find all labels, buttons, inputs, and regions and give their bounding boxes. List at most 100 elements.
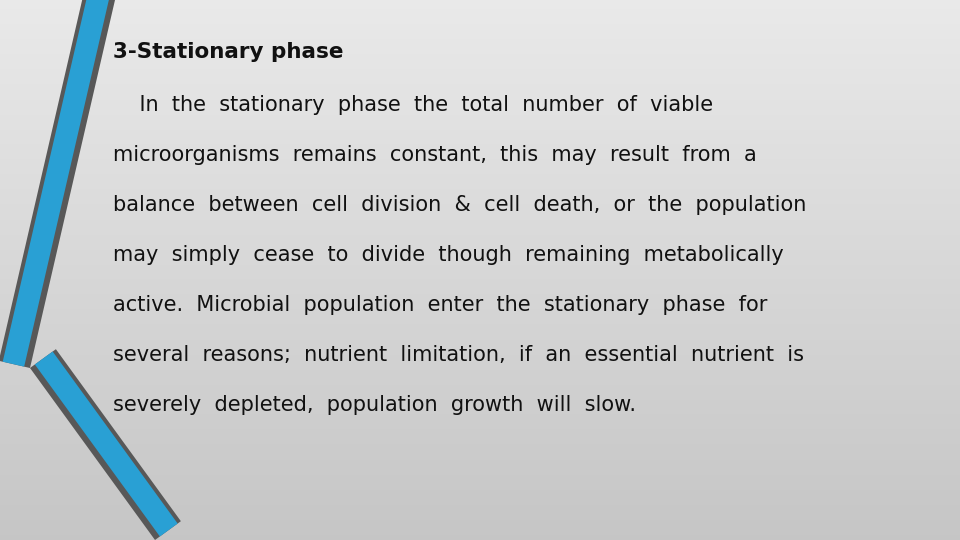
Bar [0,426,960,427]
Bar [0,79,960,81]
Bar [0,491,960,492]
Bar [0,453,960,454]
Text: balance  between  cell  division  &  cell  death,  or  the  population: balance between cell division & cell dea… [113,195,806,215]
Bar [0,226,960,227]
Bar [0,105,960,106]
Bar [0,420,960,421]
Bar [0,306,960,308]
Polygon shape [3,0,109,367]
Bar [0,90,960,92]
Bar [0,86,960,87]
Bar [0,131,960,132]
Bar [0,538,960,540]
Bar [0,39,960,40]
Bar [0,343,960,345]
Bar [0,206,960,208]
Bar [0,74,960,76]
Bar [0,297,960,298]
Bar [0,278,960,280]
Bar [0,265,960,266]
Text: several  reasons;  nutrient  limitation,  if  an  essential  nutrient  is: several reasons; nutrient limitation, if… [113,345,804,365]
Bar [0,384,960,386]
Bar [0,427,960,428]
Bar [0,198,960,200]
Bar [0,238,960,239]
Bar [0,302,960,303]
Bar [0,286,960,287]
Bar [0,252,960,254]
Text: microorganisms  remains  constant,  this  may  result  from  a: microorganisms remains constant, this ma… [113,145,757,165]
Bar [0,217,960,219]
Bar [0,351,960,353]
Bar [0,160,960,162]
Bar [0,201,960,202]
Bar [0,375,960,377]
Bar [0,363,960,364]
Bar [0,460,960,462]
Bar [0,211,960,212]
Bar [0,354,960,355]
Bar [0,293,960,294]
Bar [0,359,960,361]
Bar [0,76,960,77]
Bar [0,397,960,399]
Bar [0,89,960,90]
Bar [0,517,960,518]
Text: 3-Stationary phase: 3-Stationary phase [113,42,344,62]
Bar [0,123,960,124]
Bar [0,336,960,338]
Bar [0,294,960,295]
Bar [0,489,960,490]
Bar [0,507,960,508]
Bar [0,77,960,78]
Bar [0,438,960,440]
Bar [0,216,960,217]
Bar [0,444,960,446]
Bar [0,205,960,206]
Bar [0,463,960,464]
Bar [0,417,960,418]
Bar [0,335,960,336]
Bar [0,529,960,530]
Bar [0,282,960,284]
Bar [0,135,960,137]
Bar [0,167,960,168]
Bar [0,378,960,379]
Bar [0,178,960,179]
Bar [0,413,960,415]
Bar [0,372,960,373]
Bar [0,429,960,431]
Bar [0,390,960,392]
Bar [0,446,960,447]
Bar [0,17,960,19]
Bar [0,128,960,130]
Bar [0,120,960,122]
Bar [0,204,960,205]
Bar [0,219,960,220]
Bar [0,310,960,312]
Bar [0,481,960,482]
Bar [0,146,960,147]
Bar [0,19,960,20]
Bar [0,213,960,214]
Bar [0,251,960,252]
Bar [0,478,960,480]
Bar [0,81,960,82]
Bar [0,255,960,256]
Bar [0,518,960,519]
Bar [0,389,960,390]
Bar [0,402,960,403]
Bar [0,100,960,102]
Bar [0,464,960,465]
Bar [0,498,960,500]
Bar [0,144,960,146]
Bar [0,104,960,105]
Bar [0,442,960,443]
Bar [0,40,960,42]
Bar [0,27,960,28]
Bar [0,503,960,505]
Bar [0,377,960,378]
Bar [0,194,960,195]
Bar [0,243,960,244]
Bar [0,303,960,305]
